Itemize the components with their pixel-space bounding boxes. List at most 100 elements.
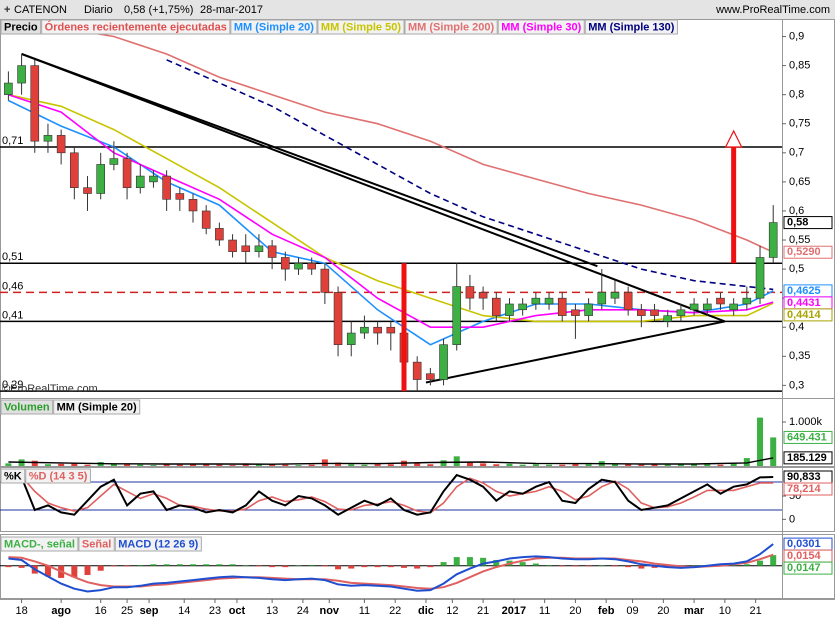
volume-bar (743, 458, 750, 466)
value-label: 90,833 (787, 471, 821, 483)
candle-body (531, 297, 541, 305)
volume-bar (427, 464, 434, 466)
candle-body (30, 65, 40, 142)
candle-body (755, 257, 765, 299)
legend-entry: Órdenes recientemente ejecutadas (45, 20, 227, 33)
y-tick-label: 0,9 (789, 30, 804, 42)
histogram-bar (163, 564, 170, 566)
candle-body (4, 82, 13, 95)
volume-bar (559, 464, 566, 466)
volume-bar (110, 464, 117, 466)
candle-body (716, 297, 725, 305)
x-tick-label: 13 (266, 605, 278, 617)
header-icon: + (4, 4, 10, 16)
period: Diario (84, 4, 113, 16)
candle-body (201, 210, 211, 229)
candle-body (215, 228, 224, 241)
histogram-bar (440, 562, 447, 566)
volume-bar (730, 463, 737, 466)
y-tick-label: 0 (789, 513, 795, 525)
volume-bar (519, 464, 526, 466)
candle-body (43, 135, 53, 142)
y-tick-label: 0,8 (789, 89, 804, 101)
x-tick-label: 24 (297, 605, 309, 617)
histogram-bar (572, 565, 579, 567)
volume-bar (480, 463, 487, 466)
x-tick-label: 21 (477, 605, 489, 617)
value-label: 0,4431 (787, 297, 821, 309)
volume-bar (664, 464, 671, 466)
candle-body (452, 286, 462, 345)
value-label-box (783, 430, 833, 444)
legend-box (114, 536, 202, 552)
oscillator-line (8, 475, 774, 514)
candle-body (650, 309, 659, 316)
x-tick-label: oct (229, 605, 246, 617)
volume-bar (440, 460, 447, 466)
x-tick-label: nov (319, 605, 339, 617)
volume-bar (44, 464, 51, 466)
x-tick-label: 2017 (502, 605, 526, 617)
y-tick-label: 0,65 (789, 176, 810, 188)
volume-bar (691, 463, 698, 466)
candle-body (281, 257, 290, 270)
legend-box (78, 536, 115, 552)
histogram-bar (242, 565, 249, 567)
watermark: ©ProRealTime.com (2, 383, 98, 395)
candle-body (465, 286, 475, 299)
histogram-bar (18, 565, 25, 568)
x-tick-label: 11 (359, 605, 370, 617)
histogram-bar (282, 565, 289, 568)
value-label: 0,5290 (787, 246, 821, 258)
histogram-bar (400, 565, 407, 568)
date: 28-mar-2017 (200, 4, 263, 16)
trend-line (21, 53, 726, 323)
candle-body (637, 309, 646, 316)
y-tick-label: 0,4 (789, 321, 804, 333)
candle-body (491, 297, 501, 316)
histogram-bar (453, 557, 460, 566)
histogram-bar (691, 565, 698, 567)
x-tick-label: mar (684, 605, 705, 617)
histogram-bar (770, 555, 777, 566)
legend-box (53, 399, 141, 415)
candle-body (135, 175, 145, 188)
histogram-bar (651, 565, 658, 568)
x-tick-label: 25 (121, 605, 133, 617)
candle-body (412, 361, 422, 380)
volume-bar (216, 464, 223, 466)
volume-bar (269, 464, 276, 466)
volume-bar (361, 464, 368, 466)
candle-body (360, 326, 369, 334)
histogram-bar (519, 562, 526, 566)
volume-bar (58, 463, 65, 466)
volume-bar (493, 464, 500, 466)
value-label: 0,0154 (787, 550, 822, 562)
histogram-bar (150, 564, 157, 566)
oscillator-line (8, 473, 774, 516)
histogram-bar (308, 564, 315, 566)
histogram-bar (71, 565, 78, 578)
histogram-bar (387, 565, 394, 568)
legend-entry: MM (Simple 20) (234, 21, 314, 33)
volume-bar (611, 463, 618, 466)
legend-entry: Precio (4, 21, 38, 33)
histogram-bar (730, 564, 737, 566)
volume-bar (757, 417, 764, 466)
x-tick-label: feb (598, 605, 615, 617)
volume-bar (321, 459, 328, 466)
histogram-bar (414, 565, 421, 569)
legend-box (0, 19, 42, 35)
panel-plot (5, 417, 777, 466)
value-label-box (783, 216, 833, 230)
volume-bar (572, 463, 579, 466)
x-tick-label: 11 (539, 605, 550, 617)
candle-body (96, 164, 106, 194)
candle-body (294, 262, 303, 270)
value-label-box (783, 561, 833, 575)
value-label: 0,4414 (787, 309, 822, 321)
y-tick-label: 1.000k (789, 416, 823, 428)
histogram-bar (638, 565, 645, 569)
value-label: 649.431 (787, 431, 827, 443)
trend-line (21, 53, 598, 268)
